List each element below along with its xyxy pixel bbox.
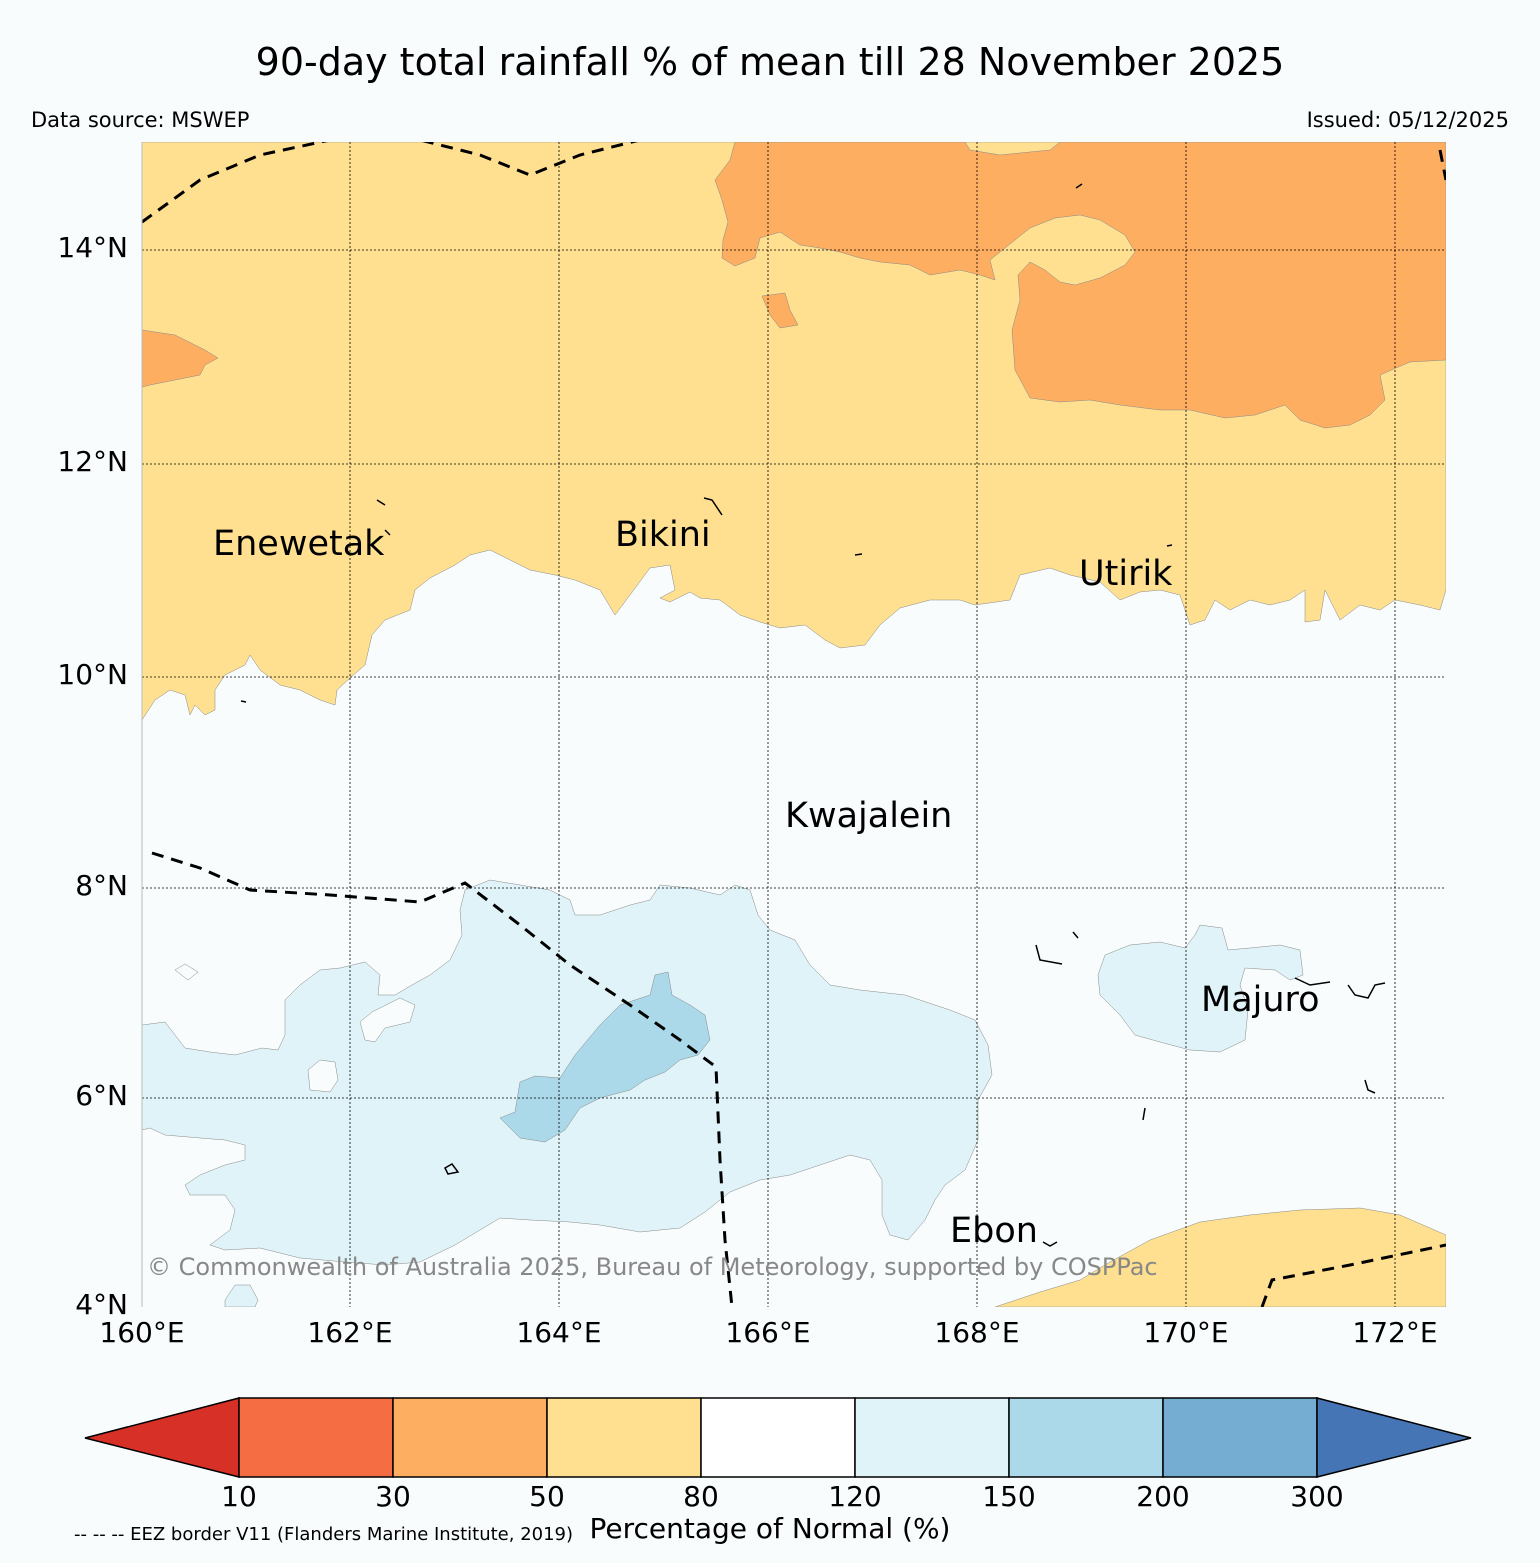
colorbar-200-300 [1162,1397,1318,1478]
colorbar-label: Percentage of Normal (%) [589,1512,951,1545]
place-label-enewetak: Enewetak [213,524,385,564]
colorbar-tick-300: 300 [1290,1480,1344,1513]
hole-1 [307,1059,339,1093]
region-30-50-west [142,329,219,388]
lat-tick-8: 8°N [75,869,128,902]
lat-tick-10: 10°N [57,658,128,691]
place-label-utirik: Utirik [1079,554,1173,594]
colorbar-tick-200: 200 [1136,1480,1190,1513]
colorbar-80-120 [700,1397,856,1478]
place-label-majuro: Majuro [1201,980,1320,1020]
colorbar-tick-50: 50 [529,1480,565,1513]
colorbar-30-50 [392,1397,548,1478]
colorbar-tick-120: 120 [828,1480,882,1513]
region-30-50-northeast [714,142,1446,429]
region-120-150-patch [224,1284,259,1307]
colorbar-10-30 [238,1397,394,1478]
gridlines [142,142,1446,1307]
eez-note: -- -- -- EEZ border V11 (Flanders Marine… [74,1524,574,1545]
colorbar-120-150 [854,1397,1010,1478]
colorbar-below-10 [84,1397,240,1478]
lat-tick-12: 12°N [57,445,128,478]
place-label-bikini: Bikini [615,515,711,555]
lat-tick-14: 14°N [57,231,128,264]
data-source: Data source: MSWEP [31,108,250,132]
colorbar-tick-80: 80 [683,1480,719,1513]
lat-tick-6: 6°N [75,1079,128,1112]
hole-2 [359,997,416,1043]
colorbar-tick-150: 150 [982,1480,1036,1513]
colorbar-50-80 [546,1397,702,1478]
colorbar-150-200 [1008,1397,1164,1478]
issued-date: Issued: 05/12/2025 [1306,108,1509,132]
colorbar-above-300 [1316,1397,1472,1478]
lon-tick-172: 172°E [1352,1316,1438,1349]
eez-borders [142,142,1446,1307]
lon-tick-170: 170°E [1143,1316,1229,1349]
colorbar-tick-30: 30 [375,1480,411,1513]
region-50-80-south [994,1207,1446,1307]
lon-tick-166: 166°E [725,1316,811,1349]
island-outlines [240,183,1386,1247]
lon-tick-168: 168°E [934,1316,1020,1349]
hole-3 [174,963,199,981]
lon-tick-162: 162°E [307,1316,393,1349]
place-label-ebon: Ebon [950,1211,1038,1251]
region-30-50-patch [964,142,1061,156]
lon-tick-164: 164°E [516,1316,602,1349]
copyright-watermark: © Commonwealth of Australia 2025, Bureau… [147,1253,1158,1281]
region-120-150-majuro [1097,924,1304,1053]
lon-tick-160: 160°E [99,1316,185,1349]
chart-title: 90-day total rainfall % of mean till 28 … [255,40,1285,84]
place-label-kwajalein: Kwajalein [785,796,953,836]
region-30-50-small [761,292,799,329]
region-150-200 [499,971,711,1143]
lat-tick-4: 4°N [75,1288,128,1321]
colorbar-tick-10: 10 [221,1480,257,1513]
